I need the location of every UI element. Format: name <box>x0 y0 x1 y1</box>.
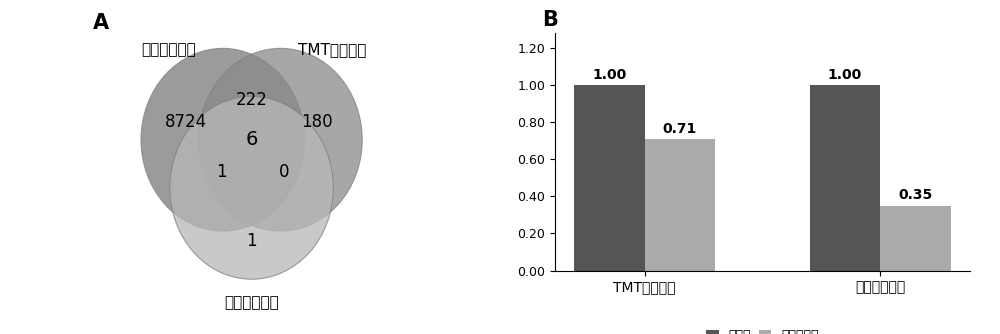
Text: 蛋白靶向验证: 蛋白靶向验证 <box>224 295 279 310</box>
Text: 1.00: 1.00 <box>828 68 862 82</box>
Bar <box>574 85 645 271</box>
Text: 0.35: 0.35 <box>899 188 933 202</box>
Text: TMT蛋白组学: TMT蛋白组学 <box>298 42 366 57</box>
Ellipse shape <box>199 48 362 231</box>
Bar <box>645 139 715 271</box>
Text: A: A <box>93 13 109 33</box>
Bar <box>810 85 880 271</box>
Text: 骨关节炎靶点: 骨关节炎靶点 <box>141 42 196 57</box>
Bar <box>880 206 951 271</box>
Ellipse shape <box>170 97 333 279</box>
Text: 1: 1 <box>246 232 257 250</box>
Text: 222: 222 <box>236 91 268 109</box>
Legend: 正常组, 骨关节炎组: 正常组, 骨关节炎组 <box>701 324 824 334</box>
Text: 1: 1 <box>216 163 226 181</box>
Text: 180: 180 <box>302 113 333 131</box>
Text: 8724: 8724 <box>165 113 207 131</box>
Text: 0.71: 0.71 <box>663 122 697 136</box>
Text: B: B <box>542 10 558 30</box>
Text: 6: 6 <box>245 130 258 149</box>
Text: 1.00: 1.00 <box>592 68 626 82</box>
Text: 0: 0 <box>278 163 289 181</box>
Ellipse shape <box>141 48 305 231</box>
